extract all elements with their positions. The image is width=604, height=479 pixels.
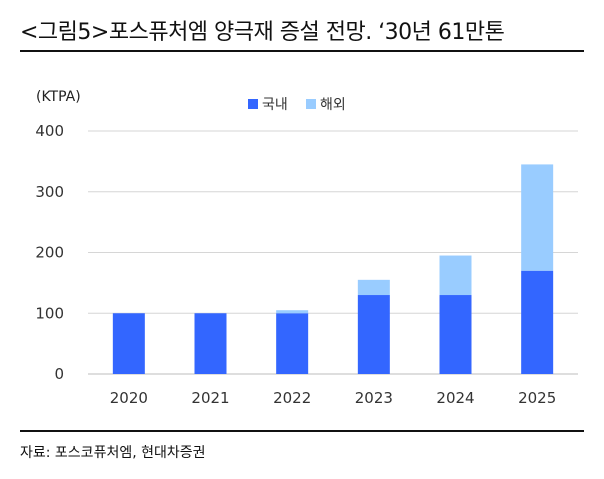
y-axis-unit-label: (KTPA) xyxy=(36,89,81,105)
legend-label-domestic: 국내 xyxy=(262,97,288,113)
bar-domestic-2025 xyxy=(521,270,554,374)
y-axis-ticks: 0 100 200 300 400 xyxy=(35,122,64,383)
x-tick-label: 2023 xyxy=(355,389,393,407)
y-tick-label: 0 xyxy=(54,365,64,383)
bar-domestic-2021 xyxy=(194,313,227,374)
y-tick-label: 400 xyxy=(35,122,64,140)
gridlines xyxy=(88,130,578,375)
bar-overseas-2025 xyxy=(521,164,554,271)
legend-label-overseas: 해외 xyxy=(320,97,346,113)
x-axis-ticks: 2020 2021 2022 2023 2024 2025 xyxy=(110,389,557,407)
bar-overseas-2023 xyxy=(357,279,390,296)
legend-swatch-overseas xyxy=(306,99,316,109)
bar-domestic-2020 xyxy=(112,313,145,374)
bar-overseas-2022 xyxy=(276,310,309,314)
y-tick-label: 300 xyxy=(35,183,64,201)
x-tick-label: 2024 xyxy=(436,389,474,407)
title-divider xyxy=(20,50,584,52)
legend-swatch-domestic xyxy=(248,99,258,109)
bars xyxy=(112,164,554,374)
y-tick-label: 100 xyxy=(35,304,64,322)
bar-domestic-2022 xyxy=(276,313,309,374)
x-tick-label: 2022 xyxy=(273,389,311,407)
bar-domestic-2024 xyxy=(439,295,472,374)
x-tick-label: 2021 xyxy=(191,389,229,407)
legend: 국내 해외 xyxy=(248,97,346,113)
y-tick-label: 200 xyxy=(35,244,64,262)
bar-overseas-2024 xyxy=(439,255,472,296)
bar-domestic-2023 xyxy=(357,295,390,374)
x-tick-label: 2020 xyxy=(110,389,148,407)
source-divider xyxy=(20,430,584,432)
x-tick-label: 2025 xyxy=(518,389,556,407)
source-note: 자료: 포스코퓨처엠, 현대차증권 xyxy=(20,445,206,461)
figure-title: <그림5>포스퓨처엠 양극재 증설 전망. ‘30년 61만톤 xyxy=(20,20,505,45)
